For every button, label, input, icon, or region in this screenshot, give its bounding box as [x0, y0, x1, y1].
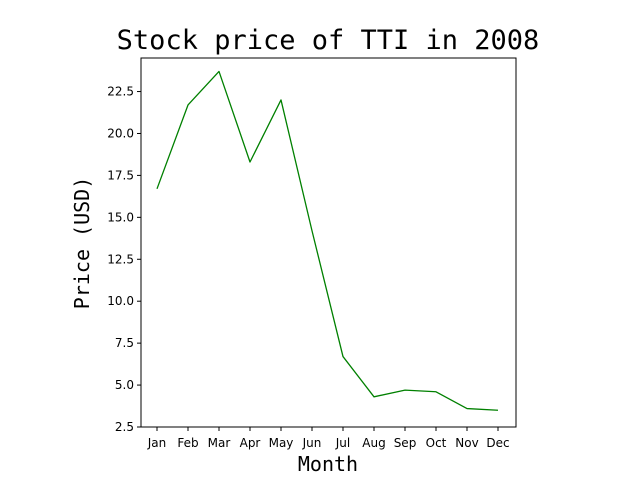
y-tick-label-0: 2.5 [115, 420, 134, 434]
x-tick-label-sep: Sep [394, 436, 417, 450]
y-tick-label-7: 20.0 [107, 126, 134, 140]
y-tick-label-5: 15.0 [107, 210, 134, 224]
x-tick-label-apr: Apr [240, 436, 261, 450]
plot-frame [140, 57, 517, 428]
x-tick-label-mar: Mar [208, 436, 231, 450]
y-tick-label-2: 7.5 [115, 336, 134, 350]
y-tick-label-3: 10.0 [107, 294, 134, 308]
y-tick-label-4: 12.5 [107, 252, 134, 266]
x-tick-label-may: May [269, 436, 294, 450]
x-tick-label-jun: Jun [302, 436, 322, 450]
y-tick-label-1: 5.0 [115, 378, 134, 392]
x-tick-label-jul: Jul [335, 436, 350, 450]
y-tick-label-6: 17.5 [107, 168, 134, 182]
y-axis-label: Price (USD) [70, 177, 94, 309]
plot-area: Jan Feb Mar Apr May Jun Jul Aug Sep Oct Nov Dec 2.5 5… [107, 70, 510, 450]
x-tick-label-aug: Aug [362, 436, 385, 450]
x-tick-label-feb: Feb [177, 436, 198, 450]
y-tick-label-8: 22.5 [107, 85, 134, 99]
x-tick-label-oct: Oct [426, 436, 447, 450]
x-tick-label-dec: Dec [486, 436, 509, 450]
x-axis-label: Month [298, 452, 358, 476]
x-tick-label-nov: Nov [455, 436, 478, 450]
series-line-0 [156, 70, 499, 411]
x-tick-label-jan: Jan [147, 436, 167, 450]
chart-title: Stock price of TTI in 2008 [117, 25, 540, 56]
